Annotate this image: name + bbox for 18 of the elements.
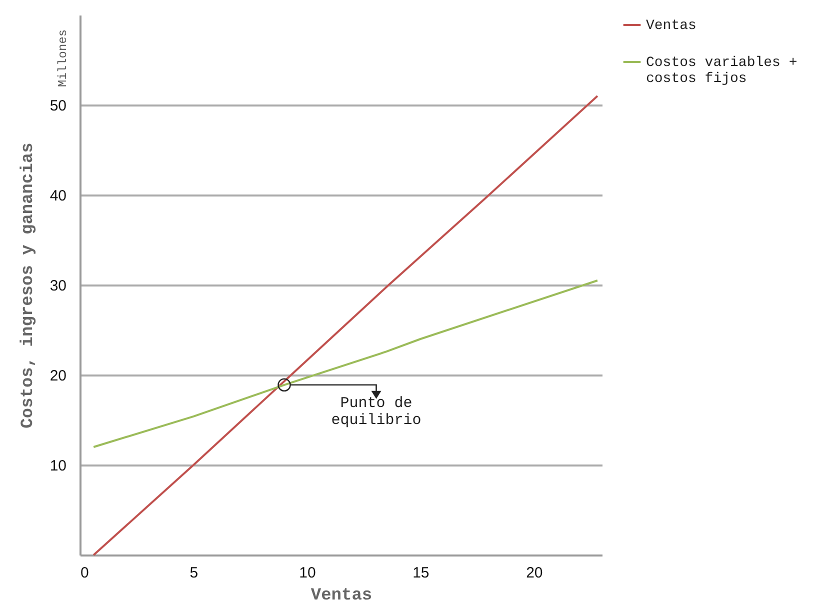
line-series — [92, 280, 598, 448]
y-tick-label: 40 — [50, 188, 66, 204]
y-tick-label: 10 — [50, 458, 66, 474]
annotation: Punto de equilibrio — [331, 394, 422, 429]
line-series — [92, 95, 598, 556]
text: Millones — [56, 29, 70, 87]
x-tick-label: 5 — [190, 564, 198, 582]
x-tick-label: 0 — [80, 564, 89, 582]
y-tick-label: 30 — [50, 278, 66, 294]
x-tick-label: 20 — [526, 564, 543, 582]
x-tick-label: 10 — [299, 564, 316, 582]
y-axis-title: Costos, ingresos y ganancias — [18, 142, 38, 428]
x-axis-title: Ventas — [310, 586, 372, 606]
legend-label: Costos variables + costos fijos — [646, 55, 798, 87]
x-tick-label: 15 — [412, 564, 430, 582]
y-tick-label: 50 — [50, 98, 66, 114]
y-tick-label: 20 — [50, 368, 66, 384]
legend-label: Ventas — [646, 18, 696, 34]
